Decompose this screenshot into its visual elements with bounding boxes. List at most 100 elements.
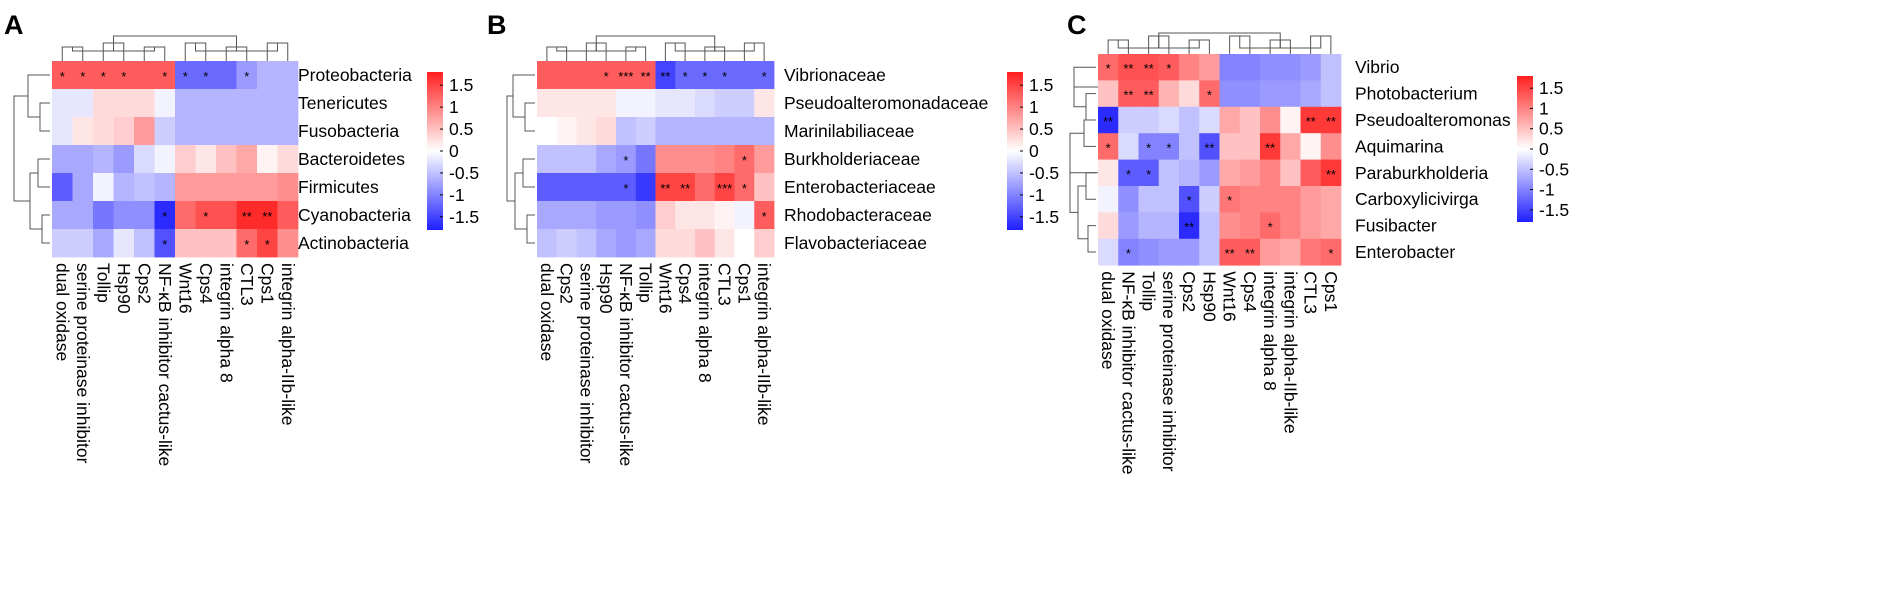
heatmap-cell [695, 229, 716, 258]
heatmap-cell [1239, 159, 1261, 187]
column-label: CTL3 [715, 263, 735, 306]
heatmap-cell [754, 229, 775, 258]
heatmap-cell [113, 117, 135, 146]
column-label: Cps4 [675, 263, 695, 304]
significance-mark: * [623, 153, 628, 168]
heatmap-cell [113, 229, 135, 258]
heatmap-cell [556, 145, 577, 174]
legend-tick-label: -0.5 [1539, 159, 1569, 179]
heatmap-cell [72, 61, 94, 90]
heatmap-cell [1138, 186, 1160, 213]
legend-tick-label: -1 [449, 185, 465, 205]
heatmap-cell [175, 173, 196, 202]
column-label: serine proteinase inhibitor [73, 263, 93, 464]
significance-mark: * [183, 69, 188, 84]
heatmap-cell [154, 61, 176, 90]
heatmap-cell [134, 89, 155, 118]
heatmap-cell [1320, 186, 1342, 213]
significance-mark: * [1268, 220, 1273, 235]
heatmap-cell [277, 89, 299, 118]
heatmap-cell [195, 89, 217, 118]
heatmap-cell [72, 173, 94, 202]
column-label: Cps1 [257, 263, 277, 304]
legend-tick-label: 0 [449, 141, 459, 161]
legend-tick-label: 1 [1029, 97, 1039, 117]
column-label: NF-κB inhibitor cactus-like [1118, 271, 1138, 474]
heatmap-cell [93, 201, 114, 230]
heatmap-cell [1199, 80, 1220, 108]
heatmap-cell [635, 229, 656, 258]
column-label: Tollip [1139, 271, 1159, 311]
heatmap-cell [216, 117, 237, 146]
heatmap-cell [134, 201, 155, 230]
heatmap-cell [1239, 54, 1261, 81]
heatmap-cell [1219, 186, 1241, 213]
legend-bar [427, 72, 443, 230]
column-label: integrin alpha-IIb-like [1280, 271, 1300, 433]
column-label: Cps2 [1179, 271, 1199, 312]
heatmap-cell [655, 201, 676, 230]
heatmap-cell [1280, 133, 1301, 160]
row-label: Vibrionaceae [784, 65, 886, 85]
heatmap-cell [1098, 159, 1119, 187]
heatmap-cell [93, 61, 114, 90]
heatmap-cell [537, 173, 558, 202]
heatmap-cell [1199, 212, 1220, 240]
heatmap-cell [1219, 133, 1241, 160]
heatmap-cell [635, 117, 656, 146]
column-label: CTL3 [1301, 271, 1321, 314]
heatmap-cell [52, 173, 73, 202]
heatmap-cell [596, 145, 617, 174]
heatmap-cell [576, 61, 597, 90]
legend-tick-label: 0.5 [449, 119, 473, 139]
heatmap-cell [1219, 159, 1241, 187]
heatmap-cell [1158, 133, 1180, 160]
heatmap-cell [216, 145, 237, 174]
row-label: Marinilabiliaceae [784, 121, 914, 141]
heatmap-cell [537, 201, 558, 230]
column-label: Hsp90 [114, 263, 134, 314]
legend-tick-label: 0 [1539, 139, 1549, 159]
heatmap-cell [596, 89, 617, 118]
column-label: Wnt16 [655, 263, 675, 314]
heatmap-cell [616, 89, 637, 118]
heatmap-cell [175, 61, 196, 90]
heatmap-cell [714, 229, 735, 258]
heatmap-cell [734, 89, 755, 118]
significance-mark: ** [1184, 220, 1194, 235]
heatmap-cell [175, 201, 196, 230]
heatmap-cell [1179, 186, 1200, 213]
row-label: Bacteroidetes [298, 149, 405, 169]
heatmap-cell [236, 61, 258, 90]
significance-mark: * [623, 181, 628, 196]
heatmap-cell [714, 201, 735, 230]
heatmap-cell [52, 201, 73, 230]
significance-mark: * [742, 153, 747, 168]
heatmap-cell [1138, 54, 1160, 81]
legend-tick-label: -1 [1539, 180, 1555, 200]
heatmap-cell [616, 61, 637, 90]
heatmap-cell [113, 173, 135, 202]
heatmap-cell [1260, 106, 1281, 134]
panel-label: A [4, 10, 24, 40]
legend-tick-label: 1.5 [449, 75, 473, 95]
significance-mark: ** [1245, 246, 1255, 261]
heatmap-cell [714, 145, 735, 174]
heatmap-cell [635, 61, 656, 90]
heatmap-cell [1158, 106, 1180, 134]
legend-tick-label: 1.5 [1539, 78, 1563, 98]
significance-mark: ** [1225, 246, 1235, 261]
heatmap-cell [134, 117, 155, 146]
column-label: Tollip [93, 263, 113, 303]
heatmap-cell [1118, 212, 1139, 240]
heatmap-cell [257, 229, 278, 258]
heatmap-cell [576, 117, 597, 146]
significance-mark: * [1207, 88, 1212, 103]
significance-mark: * [762, 69, 767, 84]
heatmap-cell [1199, 238, 1220, 266]
heatmap-cell [1219, 106, 1241, 134]
heatmap-cell [1320, 159, 1342, 187]
heatmap-cell [195, 201, 217, 230]
heatmap-cell [52, 145, 73, 174]
column-label: integrin alpha-IIb-like [754, 263, 774, 425]
